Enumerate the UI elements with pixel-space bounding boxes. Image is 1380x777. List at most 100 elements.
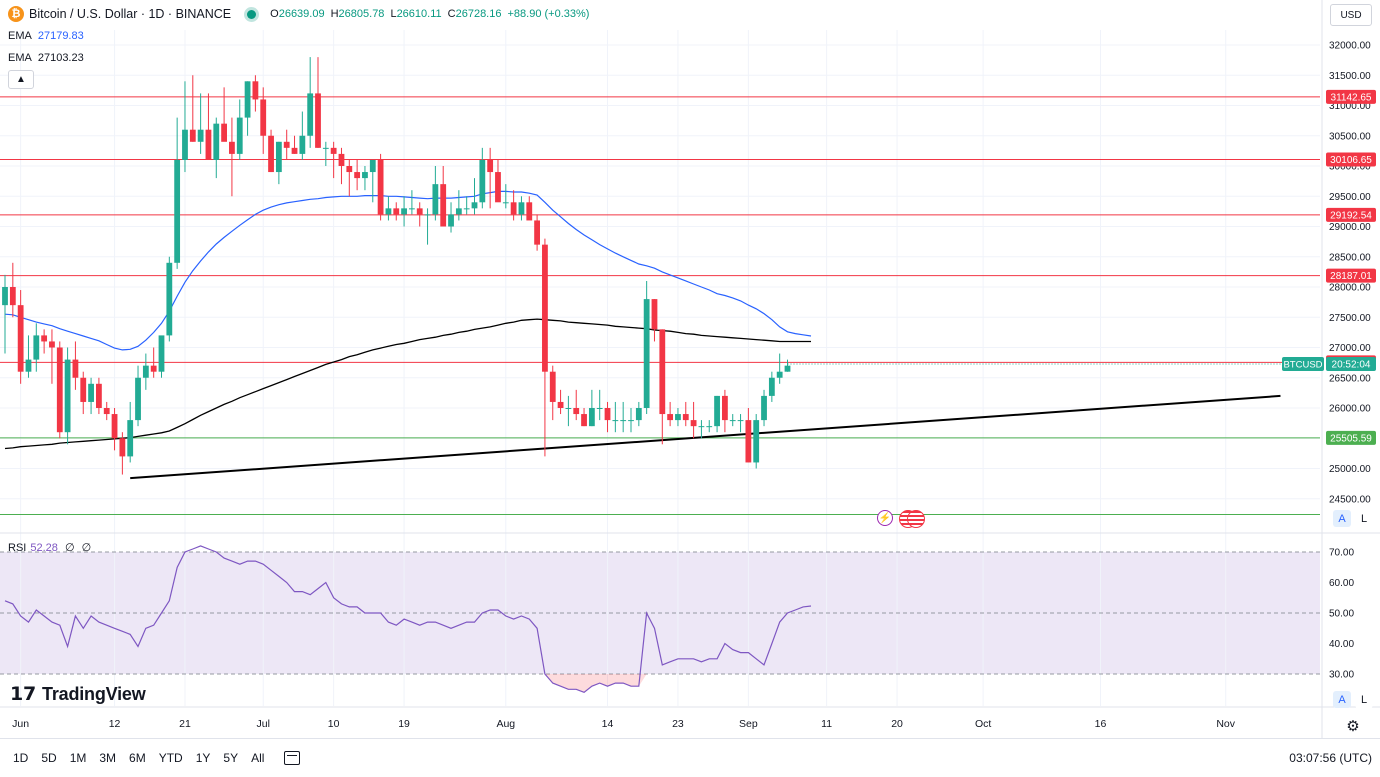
rsi-legend[interactable]: RSI 52.28 ∅ ∅ (8, 541, 91, 554)
candle-body (753, 420, 760, 463)
timeframe-1d[interactable]: 1D (13, 751, 29, 765)
gear-icon[interactable]: ⚙ (1346, 718, 1360, 735)
candle (88, 377, 94, 415)
candle-body (369, 159, 376, 173)
tradingview-mark-icon: 17 (10, 683, 37, 705)
candle (49, 329, 55, 384)
candle (510, 190, 517, 221)
candle (722, 389, 728, 433)
candle-body (330, 147, 337, 154)
candle-body (448, 214, 454, 227)
utc-clock[interactable]: 03:07:56 (UTC) (1289, 751, 1372, 765)
candle (698, 420, 705, 439)
chart-header: ₿ Bitcoin / U.S. Dollar · 1D · BINANCE O… (0, 0, 1320, 28)
rsi-auto-scale-button[interactable]: A (1333, 691, 1351, 708)
rsi-oversold-fill (544, 674, 647, 693)
price-tick-label: 26000.00 (1329, 404, 1371, 415)
candle (2, 274, 8, 354)
candle (549, 365, 556, 421)
candle-body (557, 401, 564, 408)
currency-button[interactable]: USD (1330, 4, 1372, 26)
price-tick-label: 26500.00 (1329, 373, 1371, 384)
candle (729, 414, 736, 427)
timeframe-all[interactable]: All (251, 751, 265, 765)
price-tick-label: 29500.00 (1329, 192, 1371, 203)
tradingview-logo-text: TradingView (42, 683, 146, 704)
timeframe-ytd[interactable]: YTD (158, 751, 183, 765)
us-flag-event-icon-2[interactable] (907, 510, 925, 528)
candle-body (706, 426, 713, 428)
candle-body (667, 414, 674, 421)
candle-body (479, 159, 486, 203)
candle (416, 202, 423, 227)
candle-body (573, 408, 580, 415)
time-label: Sep (739, 718, 758, 730)
candle (229, 117, 235, 197)
rsi-label: RSI (8, 542, 27, 554)
candle-body (142, 365, 149, 378)
candle (401, 196, 407, 227)
candle-body (315, 93, 321, 148)
calendar-icon[interactable] (284, 751, 301, 765)
timeframe-1y[interactable]: 1Y (195, 751, 211, 765)
log-scale-button[interactable]: L (1355, 510, 1373, 527)
symbol-title[interactable]: Bitcoin / U.S. Dollar · 1D · BINANCE (29, 7, 232, 21)
candle-body (338, 153, 345, 166)
rsi-extra-1: ∅ (64, 542, 75, 554)
ema-fast-legend[interactable]: EMA 27179.83 (8, 30, 84, 42)
candle-body (80, 377, 87, 402)
candle (495, 159, 501, 203)
ema-slow-legend[interactable]: EMA 27103.23 (8, 52, 84, 64)
candle-body (236, 117, 243, 154)
candle (628, 408, 634, 433)
candle (588, 389, 595, 427)
timeframe-5d[interactable]: 5D (41, 751, 57, 765)
candle (502, 184, 509, 209)
candle (737, 414, 744, 433)
candle-body (96, 383, 102, 408)
price-tick-label: 29000.00 (1329, 222, 1371, 233)
candle-body (322, 147, 329, 149)
candle (205, 93, 212, 160)
timeframe-1m[interactable]: 1M (69, 751, 87, 765)
candle (455, 190, 462, 221)
candle (174, 117, 181, 269)
chevron-up-icon[interactable]: ▲ (8, 70, 34, 89)
auto-scale-button[interactable]: A (1333, 510, 1351, 527)
lightning-event-icon[interactable]: ⚡ (877, 510, 893, 526)
candle (330, 141, 337, 179)
candle (659, 329, 666, 445)
bitcoin-icon: ₿ (8, 6, 24, 22)
candle (518, 196, 525, 221)
candle-body (283, 141, 290, 148)
candle-body (534, 220, 540, 245)
timeframe-3m[interactable]: 3M (99, 751, 117, 765)
timeframe-6m[interactable]: 6M (129, 751, 146, 765)
time-label: 16 (1095, 718, 1107, 730)
candle (612, 401, 619, 433)
candle (682, 401, 689, 427)
candle-body (776, 371, 783, 378)
candle (596, 389, 603, 421)
candle (565, 395, 572, 427)
time-label: 11 (821, 718, 832, 730)
rsi-log-scale-button[interactable]: L (1355, 691, 1373, 708)
candle (291, 135, 298, 154)
time-label: 23 (672, 718, 684, 730)
candle-body (111, 414, 118, 439)
candle (307, 57, 314, 148)
candle-body (698, 426, 705, 428)
candle (784, 359, 791, 372)
candle (369, 159, 376, 203)
price-tick-label: 32000.00 (1329, 41, 1371, 52)
time-label: Aug (496, 718, 515, 730)
candle-body (197, 129, 204, 142)
tradingview-logo: 17 TradingView (10, 683, 146, 705)
candle (448, 202, 454, 233)
candle-body (761, 395, 767, 421)
timeframe-5y[interactable]: 5Y (223, 751, 239, 765)
candle (463, 196, 470, 215)
rsi-tick-label: 70.00 (1329, 548, 1354, 559)
time-label: Oct (975, 718, 991, 730)
